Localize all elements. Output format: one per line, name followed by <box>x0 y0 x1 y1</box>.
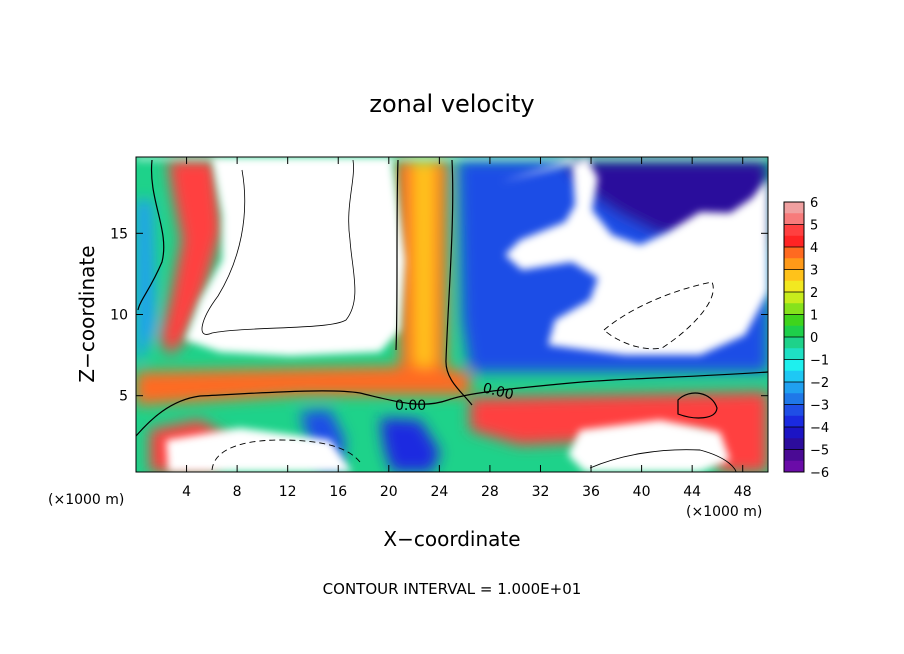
contour-zero-central <box>445 159 473 406</box>
contour-bottom-right <box>589 449 737 472</box>
y-tick-label: 15 <box>110 226 128 242</box>
x-tick-label: 20 <box>380 484 398 500</box>
y-tick-labels: 5 10 15 <box>110 226 128 404</box>
tick-marks <box>136 157 768 472</box>
x-tick-label: 8 <box>233 484 242 500</box>
field-negative-bottom-center <box>380 418 440 472</box>
x-tick-label: 12 <box>279 484 297 500</box>
colorbar-swatch <box>784 438 804 450</box>
contour-label-2: 0.00 <box>481 380 515 403</box>
colorbar-swatch <box>784 224 804 237</box>
contour-lines <box>136 159 768 472</box>
colorbar-swatch <box>784 247 804 259</box>
colorbar-swatch <box>784 337 804 349</box>
colorbar <box>783 201 805 473</box>
colorbar-tick-label: 2 <box>810 286 818 301</box>
field-negative-left-edge <box>136 200 156 360</box>
chart-title: zonal velocity <box>369 90 534 118</box>
field-white-bottom-left <box>166 428 352 472</box>
x-tick-label: 32 <box>532 484 550 500</box>
colorbar-tick-label: 0 <box>810 331 818 346</box>
field-white-regions <box>136 157 768 472</box>
colorbar-tick-label: 3 <box>810 264 818 279</box>
contour-loop-right <box>677 392 718 419</box>
x-tick-label: 40 <box>633 484 651 500</box>
colorbar-swatch <box>784 415 804 428</box>
contour-negative-dashed-bottom <box>211 439 361 471</box>
colorbar-tick-label: −6 <box>810 466 829 481</box>
colorbar-tick-label: −1 <box>810 354 829 369</box>
field-strong-central-core <box>412 160 436 372</box>
colorbar-tick-labels: 6 5 4 3 2 1 0 −1 −2 −3 −4 −5 −6 <box>810 196 829 481</box>
colorbar-swatch <box>784 348 804 360</box>
x-unit-label: (×1000 m) <box>686 504 762 520</box>
x-tick-label: 44 <box>683 484 701 500</box>
y-tick-label: 10 <box>110 308 128 324</box>
y-unit-label: (×1000 m) <box>48 492 124 508</box>
y-axis-label: Z−coordinate <box>75 245 99 382</box>
colorbar-swatch <box>784 314 804 327</box>
x-tick-label: 36 <box>582 484 600 500</box>
x-tick-labels: 4 8 12 16 20 24 28 32 36 40 44 48 <box>182 484 752 500</box>
colorbar-swatch <box>784 460 804 473</box>
x-tick-label: 24 <box>430 484 448 500</box>
colorbar-swatch <box>784 269 804 282</box>
x-tick-label: 48 <box>734 484 752 500</box>
contour-positive-upper <box>201 159 356 335</box>
field-white-bottom-right <box>568 420 730 472</box>
contour-zero-lower <box>136 371 768 437</box>
contour-label-1: 0.00 <box>395 398 426 414</box>
colorbar-tick-label: −4 <box>810 421 829 436</box>
contour-interval-note: CONTOUR INTERVAL = 1.000E+01 <box>323 580 582 598</box>
colorbar-swatch <box>784 213 804 225</box>
field-white-top-edge <box>136 157 768 160</box>
colorbar-swatch <box>784 280 804 293</box>
colorbar-swatch <box>784 449 804 462</box>
colorbar-tick-label: 6 <box>810 196 818 211</box>
field-white-upper-right <box>500 160 768 355</box>
plot-area <box>136 157 768 472</box>
field-white-upper-left <box>185 160 405 356</box>
contour-zero-central-left <box>395 159 399 351</box>
colorbar-swatch <box>784 404 804 417</box>
colorbar-swatch <box>784 202 804 214</box>
colorbar-tick-label: 1 <box>810 309 818 324</box>
colorbar-tick-label: −3 <box>810 399 829 414</box>
x-axis-label: X−coordinate <box>383 527 520 551</box>
colorbar-swatch <box>784 292 804 304</box>
colorbar-swatch <box>784 359 804 372</box>
colorbar-swatch <box>784 258 804 270</box>
x-tick-label: 4 <box>182 484 191 500</box>
colorbar-tick-label: −5 <box>810 444 829 459</box>
field-positive-left-band <box>160 160 222 355</box>
colorbar-swatch <box>784 303 804 315</box>
colorbar-swatch <box>784 427 804 439</box>
x-tick-label: 28 <box>481 484 499 500</box>
colorbar-swatch <box>784 325 804 338</box>
colorbar-tick-label: −2 <box>810 376 829 391</box>
y-tick-label: 5 <box>119 389 128 405</box>
colorbar-swatch <box>784 382 804 394</box>
colorbar-swatch <box>784 235 804 248</box>
contour-zero-left <box>137 159 165 311</box>
x-tick-label: 16 <box>329 484 347 500</box>
colorbar-swatch <box>784 393 804 405</box>
contour-negative-dashed-right <box>603 281 714 350</box>
colorbar-tick-label: 5 <box>810 219 818 234</box>
colorbar-swatch <box>784 370 804 383</box>
colorbar-tick-label: 4 <box>810 241 818 256</box>
